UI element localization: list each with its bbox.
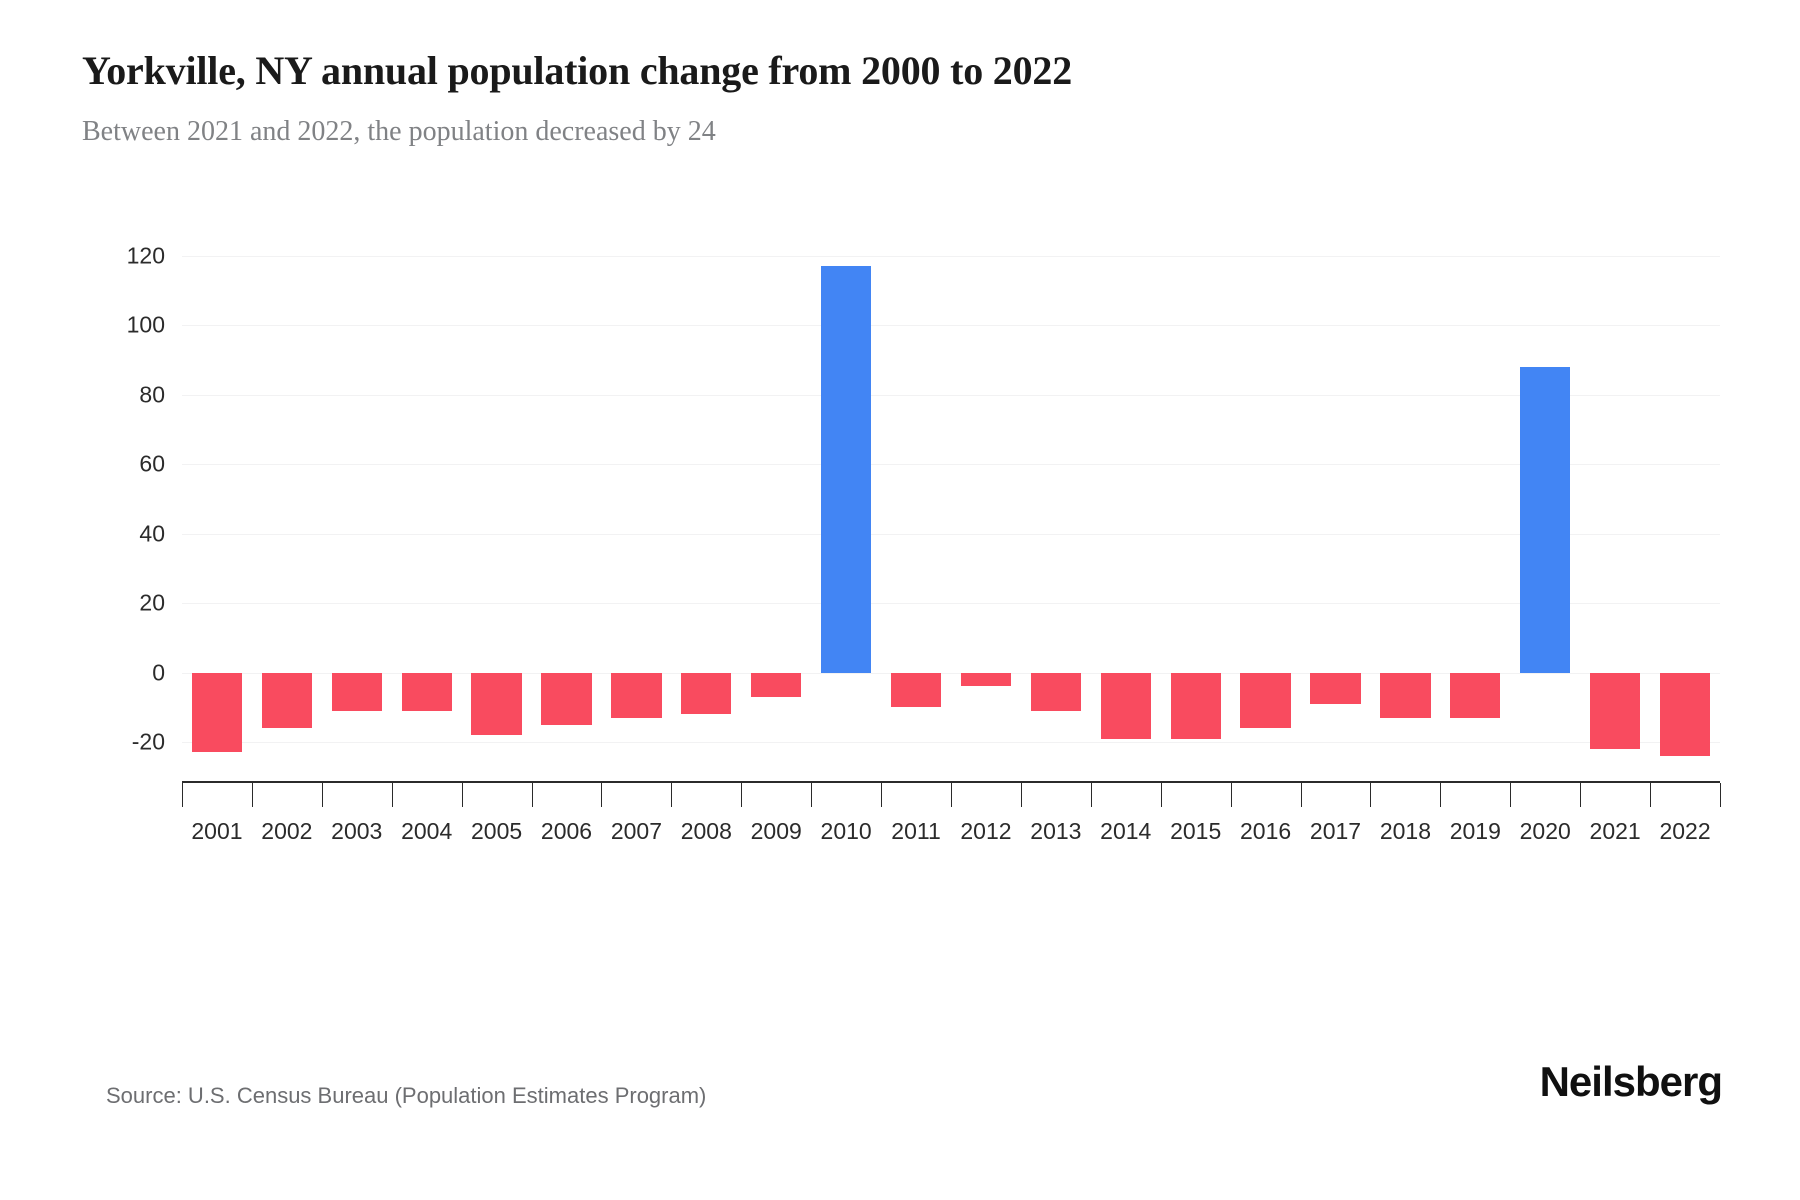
bar-2008[interactable] — [681, 672, 732, 715]
gridline-60 — [182, 464, 1720, 466]
y-tick-label: 120 — [126, 242, 165, 269]
bar-2013[interactable] — [1030, 672, 1082, 711]
x-tick-label: 2019 — [1449, 818, 1501, 844]
bar-2022[interactable] — [1659, 672, 1711, 756]
gridline-0 — [182, 672, 1720, 674]
x-tick-label: 2015 — [1170, 818, 1222, 844]
x-tick-label: 2017 — [1309, 818, 1362, 844]
x-axis-tick — [1510, 783, 1512, 807]
x-tick-label: 2016 — [1239, 818, 1292, 844]
x-axis-tick — [391, 783, 393, 807]
x-tick-label: 2002 — [261, 818, 313, 844]
x-axis-tick — [1720, 783, 1721, 807]
y-tick-label: -20 — [131, 728, 165, 755]
x-tick-label: 2009 — [750, 818, 802, 844]
x-tick-label: 2007 — [610, 818, 662, 844]
y-tick-label: 60 — [139, 450, 165, 477]
bar-2020[interactable] — [1520, 367, 1571, 673]
x-tick-label: 2001 — [191, 818, 243, 844]
bar-2005[interactable] — [471, 672, 522, 736]
bar-2016[interactable] — [1240, 672, 1291, 729]
source-note: Source: U.S. Census Bureau (Population E… — [106, 1083, 707, 1108]
x-axis-tick — [881, 783, 883, 807]
x-tick-label: 2014 — [1100, 818, 1152, 844]
bar-2017[interactable] — [1310, 672, 1361, 704]
gridline-20 — [182, 603, 1720, 605]
bar-2011[interactable] — [890, 672, 942, 708]
x-axis-tick — [1160, 783, 1162, 807]
page-title: Yorkville, NY annual population change f… — [82, 48, 1073, 93]
x-axis-tick — [1300, 783, 1302, 807]
x-tick-label: 2003 — [331, 818, 383, 844]
x-tick-label: 2006 — [540, 818, 593, 844]
x-tick-label: 2005 — [470, 818, 523, 844]
bar-2021[interactable] — [1589, 672, 1641, 749]
x-axis-tick — [321, 783, 323, 807]
bar-2014[interactable] — [1100, 672, 1151, 739]
x-tick-label: 2012 — [960, 818, 1012, 844]
x-tick-label: 2022 — [1659, 818, 1711, 844]
x-axis-tick — [531, 783, 533, 807]
bar-2019[interactable] — [1450, 672, 1501, 718]
x-axis-tick — [811, 783, 813, 807]
bar-2009[interactable] — [751, 672, 802, 697]
gridline-100 — [182, 325, 1720, 327]
gridline-120 — [182, 256, 1720, 257]
bar-2004[interactable] — [401, 672, 452, 711]
y-tick-label: 40 — [139, 520, 165, 547]
x-axis-tick — [1090, 783, 1092, 807]
x-axis-tick — [182, 783, 183, 807]
x-tick-label: 2004 — [401, 818, 453, 844]
x-axis-tick — [1370, 783, 1372, 807]
y-tick-label: 0 — [152, 659, 165, 686]
bar-2012[interactable] — [960, 672, 1012, 687]
y-tick-label: 80 — [139, 381, 165, 408]
x-tick-label: 2008 — [680, 818, 732, 844]
x-tick-label: 2021 — [1589, 818, 1641, 844]
x-axis-tick — [1650, 783, 1652, 807]
bar-2002[interactable] — [261, 672, 313, 729]
x-axis-tick — [741, 783, 743, 807]
gridlines — [182, 256, 1720, 743]
chart-header: Yorkville, NY annual population change f… — [82, 48, 1722, 148]
x-tick-label: 2011 — [891, 818, 941, 844]
bar-2006[interactable] — [541, 672, 592, 725]
bar-2010[interactable] — [820, 266, 872, 673]
x-axis-tick — [461, 783, 463, 807]
x-tick-label: 2010 — [820, 818, 872, 844]
gridline-40 — [182, 533, 1720, 535]
x-axis-tick — [251, 783, 253, 807]
bar-2015[interactable] — [1170, 672, 1221, 739]
x-tick-label: 2020 — [1519, 818, 1571, 844]
x-axis-tick — [1230, 783, 1232, 807]
x-axis-tick — [1020, 783, 1022, 807]
y-tick-label: 20 — [139, 589, 165, 616]
bar-2018[interactable] — [1380, 672, 1431, 718]
y-tick-label: 100 — [126, 311, 165, 338]
chart-subtitle: Between 2021 and 2022, the population de… — [82, 116, 716, 147]
bar-2003[interactable] — [331, 672, 382, 711]
gridline--20 — [182, 742, 1720, 743]
bar-2007[interactable] — [611, 672, 662, 718]
x-axis-tick — [1580, 783, 1582, 807]
gridline-80 — [182, 394, 1720, 396]
x-axis-tick — [951, 783, 952, 807]
x-axis-tick — [601, 783, 603, 807]
x-axis-line — [182, 781, 1720, 783]
x-tick-label: 2018 — [1379, 818, 1431, 844]
x-axis-tick — [671, 783, 673, 807]
x-axis-tick — [1440, 783, 1442, 807]
bar-2001[interactable] — [191, 672, 243, 753]
bar-series — [182, 256, 1720, 756]
x-tick-label: 2013 — [1030, 818, 1082, 844]
brand-logo: Neilsberg — [1539, 1058, 1723, 1105]
